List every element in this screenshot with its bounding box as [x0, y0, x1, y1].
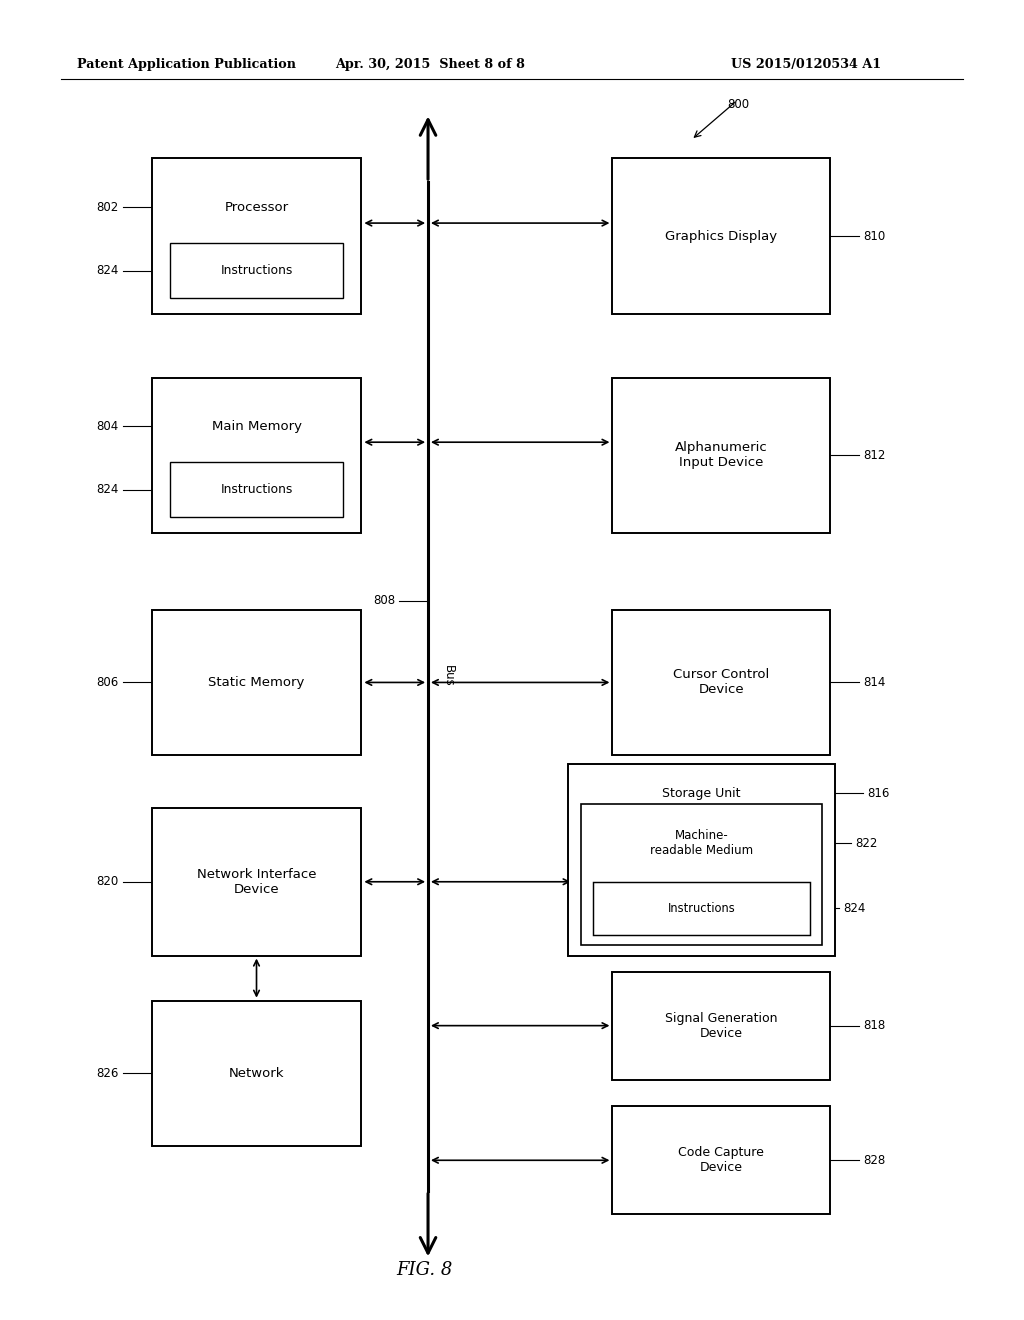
- Bar: [152, 158, 361, 314]
- Text: 800: 800: [727, 98, 750, 111]
- Bar: [612, 378, 830, 533]
- Text: 816: 816: [867, 787, 890, 800]
- Text: 820: 820: [96, 875, 119, 888]
- Text: 808: 808: [373, 594, 395, 607]
- Text: 814: 814: [863, 676, 886, 689]
- Text: Main Memory: Main Memory: [212, 420, 301, 433]
- Text: Graphics Display: Graphics Display: [666, 230, 777, 243]
- Text: Bus: Bus: [442, 665, 456, 686]
- Bar: [568, 764, 835, 956]
- Text: Network Interface
Device: Network Interface Device: [197, 867, 316, 896]
- Text: 826: 826: [96, 1067, 119, 1080]
- Text: Signal Generation
Device: Signal Generation Device: [666, 1011, 777, 1040]
- Text: Static Memory: Static Memory: [208, 676, 305, 689]
- Text: Instructions: Instructions: [220, 483, 293, 496]
- Text: Storage Unit: Storage Unit: [663, 787, 740, 800]
- Text: FIG. 8: FIG. 8: [396, 1261, 454, 1279]
- Bar: [152, 610, 361, 755]
- Bar: [170, 243, 343, 298]
- Text: Instructions: Instructions: [220, 264, 293, 277]
- Text: Alphanumeric
Input Device: Alphanumeric Input Device: [675, 441, 768, 470]
- Text: 822: 822: [855, 837, 878, 850]
- Bar: [612, 158, 830, 314]
- Text: 828: 828: [863, 1154, 886, 1167]
- Text: Code Capture
Device: Code Capture Device: [679, 1146, 764, 1175]
- Text: 802: 802: [96, 201, 119, 214]
- Text: 824: 824: [96, 264, 119, 277]
- Text: Machine-
readable Medium: Machine- readable Medium: [650, 829, 753, 858]
- Text: 824: 824: [96, 483, 119, 496]
- Text: Instructions: Instructions: [668, 902, 735, 915]
- Text: Network: Network: [228, 1067, 285, 1080]
- Text: 812: 812: [863, 449, 886, 462]
- Bar: [612, 972, 830, 1080]
- Text: 810: 810: [863, 230, 886, 243]
- Bar: [152, 378, 361, 533]
- Bar: [612, 610, 830, 755]
- Bar: [152, 1001, 361, 1146]
- Text: Patent Application Publication: Patent Application Publication: [77, 58, 296, 71]
- Text: Apr. 30, 2015  Sheet 8 of 8: Apr. 30, 2015 Sheet 8 of 8: [335, 58, 525, 71]
- Text: 824: 824: [843, 902, 865, 915]
- Bar: [170, 462, 343, 517]
- Bar: [581, 804, 822, 945]
- Text: 804: 804: [96, 420, 119, 433]
- Text: Cursor Control
Device: Cursor Control Device: [674, 668, 769, 697]
- Bar: [152, 808, 361, 956]
- Text: 806: 806: [96, 676, 119, 689]
- Bar: [593, 882, 810, 935]
- Text: 818: 818: [863, 1019, 886, 1032]
- Text: US 2015/0120534 A1: US 2015/0120534 A1: [730, 58, 881, 71]
- Text: Processor: Processor: [224, 201, 289, 214]
- Bar: [612, 1106, 830, 1214]
